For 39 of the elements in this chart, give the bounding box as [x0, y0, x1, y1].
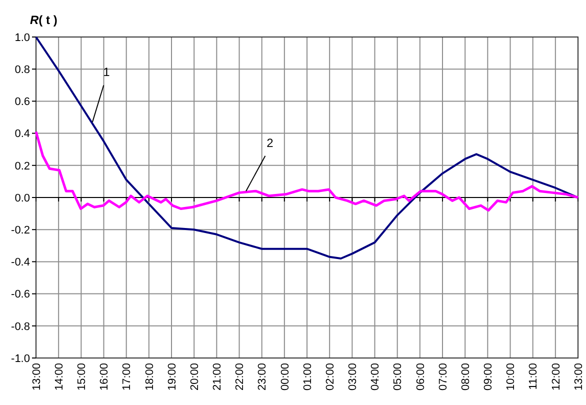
y-tick-label: -0.8	[11, 320, 30, 333]
y-tick-label: 0.0	[14, 192, 30, 204]
x-tick-label: 06:00	[414, 363, 427, 391]
x-tick-label: 01:00	[302, 363, 314, 391]
y-tick-label: 0.4	[14, 128, 30, 140]
x-tick-label: 13:00	[30, 363, 43, 391]
x-tick-label: 03:00	[347, 363, 360, 391]
x-tick-label: 05:00	[392, 363, 404, 391]
annotation: 2	[266, 136, 274, 150]
x-tick-label: 14:00	[53, 363, 66, 391]
x-tick-label: 00:00	[279, 363, 292, 391]
x-tick-label: 19:00	[166, 363, 178, 391]
x-tick-label: 13:00	[572, 363, 585, 391]
x-tick-label: 23:00	[256, 363, 269, 391]
y-tick-label: 0.8	[14, 64, 30, 76]
y-tick-label: -0.2	[11, 224, 30, 236]
y-tick-label: 1.0	[14, 32, 30, 44]
x-tick-label: 16:00	[98, 363, 111, 391]
x-tick-label: 15:00	[76, 363, 88, 391]
x-tick-label: 21:00	[212, 363, 224, 391]
y-tick-label: -0.6	[11, 288, 30, 301]
x-tick-label: 07:00	[437, 363, 450, 391]
x-tick-label: 11:00	[528, 363, 540, 390]
x-tick-label: 09:00	[482, 363, 495, 391]
x-tick-label: 02:00	[324, 363, 336, 391]
x-tick-label: 08:00	[460, 363, 472, 391]
y-tick-label: -1.0	[11, 352, 30, 365]
x-tick-label: 22:00	[234, 363, 246, 391]
x-tick-label: 12:00	[550, 363, 562, 391]
y-axis-title: R( t )	[30, 13, 58, 27]
y-tick-label: 0.2	[14, 160, 30, 172]
x-tick-label: 17:00	[121, 363, 134, 391]
x-tick-label: 18:00	[144, 363, 156, 391]
y-tick-label: 0.6	[14, 96, 30, 108]
x-tick-label: 10:00	[505, 363, 518, 391]
annotation: 1	[103, 65, 110, 80]
x-tick-label: 04:00	[370, 363, 382, 391]
x-tick-label: 20:00	[188, 363, 201, 391]
y-tick-label: -0.4	[11, 256, 30, 269]
